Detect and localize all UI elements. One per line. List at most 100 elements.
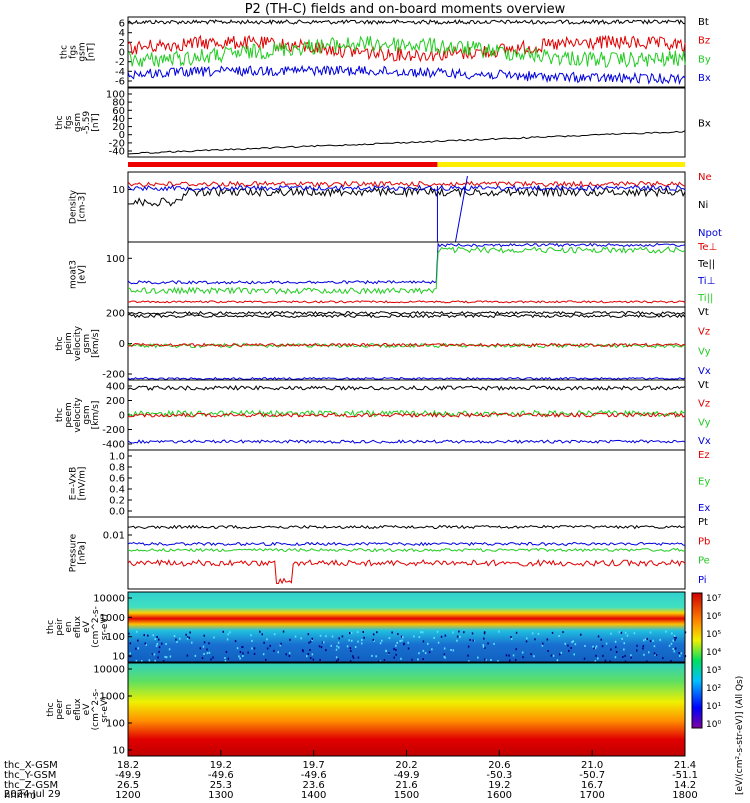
peir-speckle	[400, 635, 403, 638]
legend-vx: Vx	[698, 436, 711, 447]
peir-speckle	[428, 651, 431, 654]
x-row-value: 1600	[487, 790, 512, 800]
peir-speckle	[556, 659, 559, 662]
peir-speckle	[431, 648, 433, 651]
peir-speckle	[643, 653, 645, 656]
peir-speckle	[623, 648, 625, 651]
peir-speckle	[482, 644, 484, 647]
colorbar-tick: 10⁵	[706, 630, 721, 640]
peir-speckle	[552, 654, 555, 657]
series-npot	[127, 184, 686, 192]
panel-temp: 100 moat3[eV] Te⊥ Te|| Ti⊥ Ti||	[69, 241, 717, 308]
peir-speckle	[206, 652, 209, 655]
x-row-value: 21.0	[581, 760, 603, 771]
peir-speckle	[338, 646, 340, 649]
series-te-perp	[127, 300, 686, 304]
peir-speckle	[605, 642, 608, 645]
panel-efield: 1.00.80.60.40.20.0 E=-VxB[mV/m] Ez Ey Ex	[69, 449, 710, 518]
traces-peim	[127, 310, 686, 381]
peir-speckle	[222, 630, 224, 633]
x-row-value: 19.7	[303, 760, 325, 771]
y-tick-label: 40	[112, 114, 125, 125]
y-tick-label: 100	[106, 719, 125, 730]
peir-speckle	[372, 638, 375, 641]
peir-speckle	[253, 652, 256, 655]
peir-speckle	[136, 630, 138, 633]
peir-speckle	[510, 636, 512, 639]
peir-speckle	[672, 648, 674, 650]
y-tick-label: -20	[109, 138, 125, 149]
x-row-value: 16.7	[581, 780, 603, 791]
peir-speckle	[444, 656, 446, 659]
peir-speckle	[242, 652, 244, 655]
y-tick-label: 400	[106, 382, 125, 393]
peir-speckle	[349, 632, 351, 635]
peir-speckle	[199, 647, 202, 650]
peir-speckle	[653, 645, 656, 648]
peir-speckle	[346, 645, 349, 648]
peir-speckle	[388, 652, 390, 655]
peir-speckle	[572, 640, 574, 643]
npot-gap-end	[454, 175, 468, 243]
peir-speckle	[352, 656, 355, 659]
legend-ex: Ex	[698, 503, 710, 514]
y-axis-label-line: eflux	[73, 698, 83, 721]
legend-pi: Pi	[698, 575, 707, 586]
peir-speckle	[401, 639, 403, 642]
peir-speckle	[234, 640, 237, 643]
peir-speckle	[418, 636, 421, 639]
peir-speckle	[396, 641, 398, 644]
peer-spectrogram	[128, 663, 685, 756]
peir-speckle	[510, 637, 513, 640]
peir-speckle	[129, 642, 132, 645]
y-axis-label-line: eV	[82, 703, 92, 716]
peir-speckle	[422, 658, 424, 661]
series-bx	[127, 130, 686, 155]
peir-speckle	[515, 631, 518, 634]
y-axis-label-line: velocity	[73, 397, 83, 433]
peir-speckle	[288, 652, 291, 655]
y-axis-label: thcfgsgsm-5.59[nT]	[55, 111, 101, 135]
panel-frame	[127, 171, 686, 243]
y-axis-label-line: [nT]	[87, 43, 97, 61]
y-tick-label: 4	[119, 28, 125, 39]
peir-speckle	[584, 645, 586, 647]
peir-speckle	[594, 660, 597, 663]
peir-speckle	[411, 658, 413, 661]
peir-speckle	[421, 631, 424, 634]
y-axis-label-line: thc	[55, 336, 65, 350]
panel-frame	[127, 449, 686, 518]
peir-speckle	[351, 639, 353, 642]
legend-bt: Bt	[698, 17, 709, 28]
x-row-value: -49.6	[301, 770, 327, 781]
legend-te⊥: Te⊥	[697, 242, 717, 253]
peir-speckle	[597, 635, 600, 638]
peir-speckle	[263, 641, 265, 644]
peir-speckle	[154, 638, 157, 640]
peir-speckle	[515, 648, 517, 651]
y-axis-label-line: eflux	[73, 615, 83, 638]
x-row-value: 1800	[672, 790, 697, 800]
peir-speckle	[253, 647, 256, 650]
y-tick-label: 0.0	[109, 507, 125, 518]
legend-vz: Vz	[698, 327, 710, 338]
legend-te||: Te||	[697, 259, 715, 270]
peir-speckle	[372, 633, 375, 636]
peir-speckle	[265, 658, 267, 661]
peir-speckle	[141, 660, 143, 663]
y-tick-label: 10	[112, 746, 125, 757]
peir-speckle	[649, 640, 652, 643]
x-row-value: -49.9	[115, 770, 141, 781]
peir-speckle	[456, 635, 459, 638]
peir-speckle	[395, 648, 397, 651]
peir-speckle	[497, 660, 499, 663]
series-pt	[127, 524, 686, 530]
peir-speckle	[188, 636, 191, 639]
peir-speckle	[498, 630, 500, 633]
peir-speckle	[418, 652, 420, 655]
peir-speckle	[653, 652, 656, 655]
peir-speckle	[388, 637, 391, 640]
y-axis-label: thcpeemvelocitygsm[km/s]	[55, 397, 101, 433]
y-axis-label-line: sr-eV)	[100, 614, 110, 640]
peir-speckle	[335, 656, 338, 659]
